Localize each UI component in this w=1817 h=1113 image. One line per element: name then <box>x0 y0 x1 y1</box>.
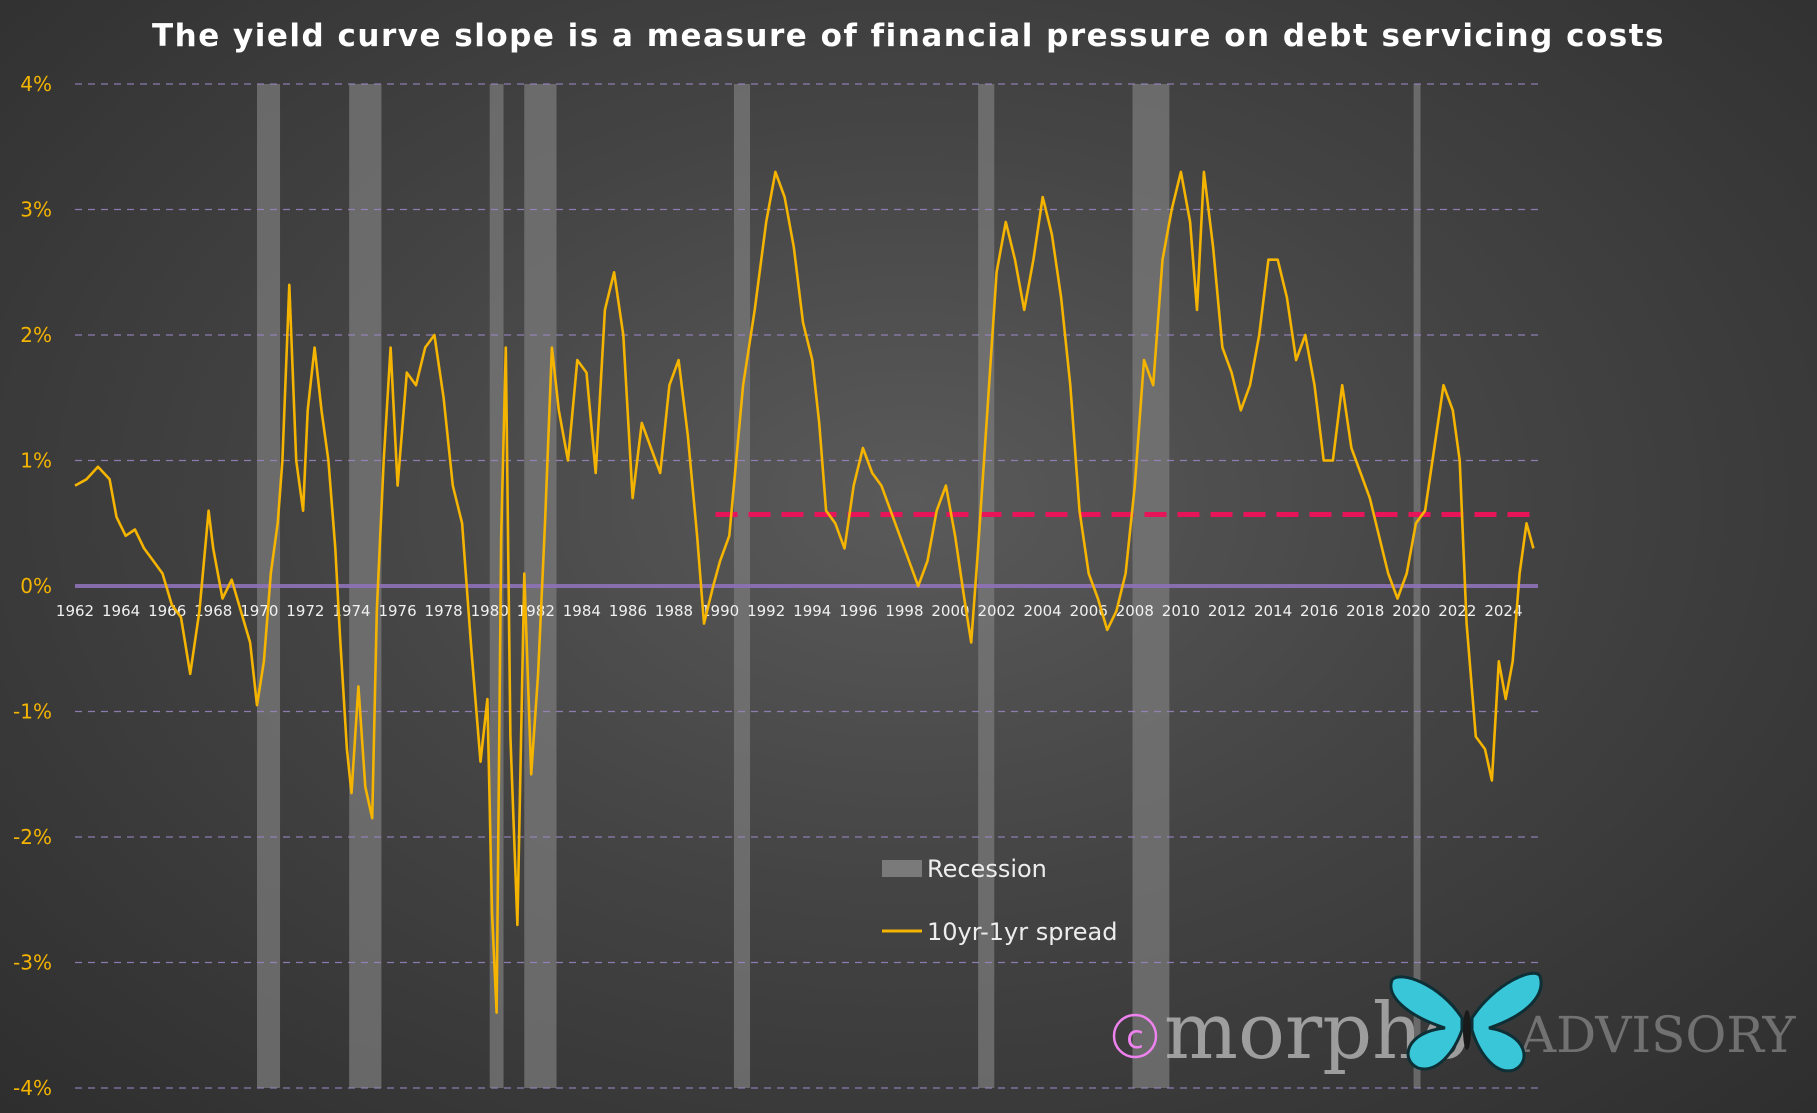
x-tick-label: 1990 <box>701 602 739 620</box>
y-tick-label: 1% <box>20 449 52 473</box>
x-tick-label: 1962 <box>56 602 94 620</box>
x-tick-label: 2000 <box>931 602 969 620</box>
x-tick-label: 1992 <box>747 602 785 620</box>
reference-lines <box>75 511 1538 588</box>
chart-title: The yield curve slope is a measure of fi… <box>152 18 1665 54</box>
legend-recession-label: Recession <box>927 855 1047 883</box>
x-tick-label: 1980 <box>471 602 509 620</box>
watermark-brand-suffix: ADVISORY <box>1519 1006 1797 1064</box>
x-tick-label: 2016 <box>1300 602 1338 620</box>
legend-recession-swatch <box>882 860 922 877</box>
x-tick-label: 2012 <box>1208 602 1246 620</box>
x-tick-label: 1984 <box>563 602 601 620</box>
x-tick-label: 1986 <box>609 602 647 620</box>
y-tick-label: -1% <box>13 700 52 724</box>
x-tick-label: 1978 <box>425 602 463 620</box>
spread-series-line <box>74 170 1535 1014</box>
y-tick-label: 3% <box>20 198 52 222</box>
y-tick-label: 4% <box>20 72 52 96</box>
x-tick-label: 1974 <box>332 602 370 620</box>
x-tick-label: 2022 <box>1438 602 1476 620</box>
x-tick-label: 1972 <box>286 602 324 620</box>
x-tick-label: 2024 <box>1484 602 1522 620</box>
x-tick-label: 2020 <box>1392 602 1430 620</box>
x-tick-label: 1966 <box>148 602 186 620</box>
y-tick-label: 2% <box>20 323 52 347</box>
x-tick-label: 1968 <box>194 602 232 620</box>
x-tick-label: 2006 <box>1070 602 1108 620</box>
x-tick-label: 1976 <box>378 602 416 620</box>
y-tick-label: -4% <box>13 1076 52 1100</box>
x-tick-label: 2014 <box>1254 602 1292 620</box>
y-tick-label: -3% <box>13 951 52 975</box>
x-tick-label: 1996 <box>839 602 877 620</box>
x-tick-label: 2002 <box>977 602 1015 620</box>
y-tick-label: 0% <box>20 574 52 598</box>
x-axis-ticks: 1962 1964 1966 1968 1970 1972 1974 1976 1978 1980… <box>56 602 1523 620</box>
x-tick-label: 2008 <box>1116 602 1154 620</box>
copyright-symbol: c <box>1126 1018 1144 1056</box>
legend-spread-label: 10yr-1yr spread <box>927 918 1118 946</box>
legend: Recession 10yr-1yr spread <box>882 855 1118 946</box>
x-tick-label: 2018 <box>1346 602 1384 620</box>
copyright-circle-icon <box>1112 1013 1158 1059</box>
watermark: c morpho ADVISORY <box>1112 971 1797 1077</box>
x-tick-label: 1994 <box>793 602 831 620</box>
series-layer <box>74 170 1535 1014</box>
x-tick-label: 1998 <box>885 602 923 620</box>
x-tick-label: 2004 <box>1024 602 1062 620</box>
x-tick-label: 1964 <box>102 602 140 620</box>
y-axis-ticks: 4% 3% 2% 1% 0% -1% -2% -3% -4% <box>13 72 52 1100</box>
x-tick-label: 2010 <box>1162 602 1200 620</box>
x-tick-label: 1988 <box>655 602 693 620</box>
y-tick-label: -2% <box>13 825 52 849</box>
butterfly-icon <box>1389 971 1543 1073</box>
x-tick-label: 1970 <box>240 602 278 620</box>
